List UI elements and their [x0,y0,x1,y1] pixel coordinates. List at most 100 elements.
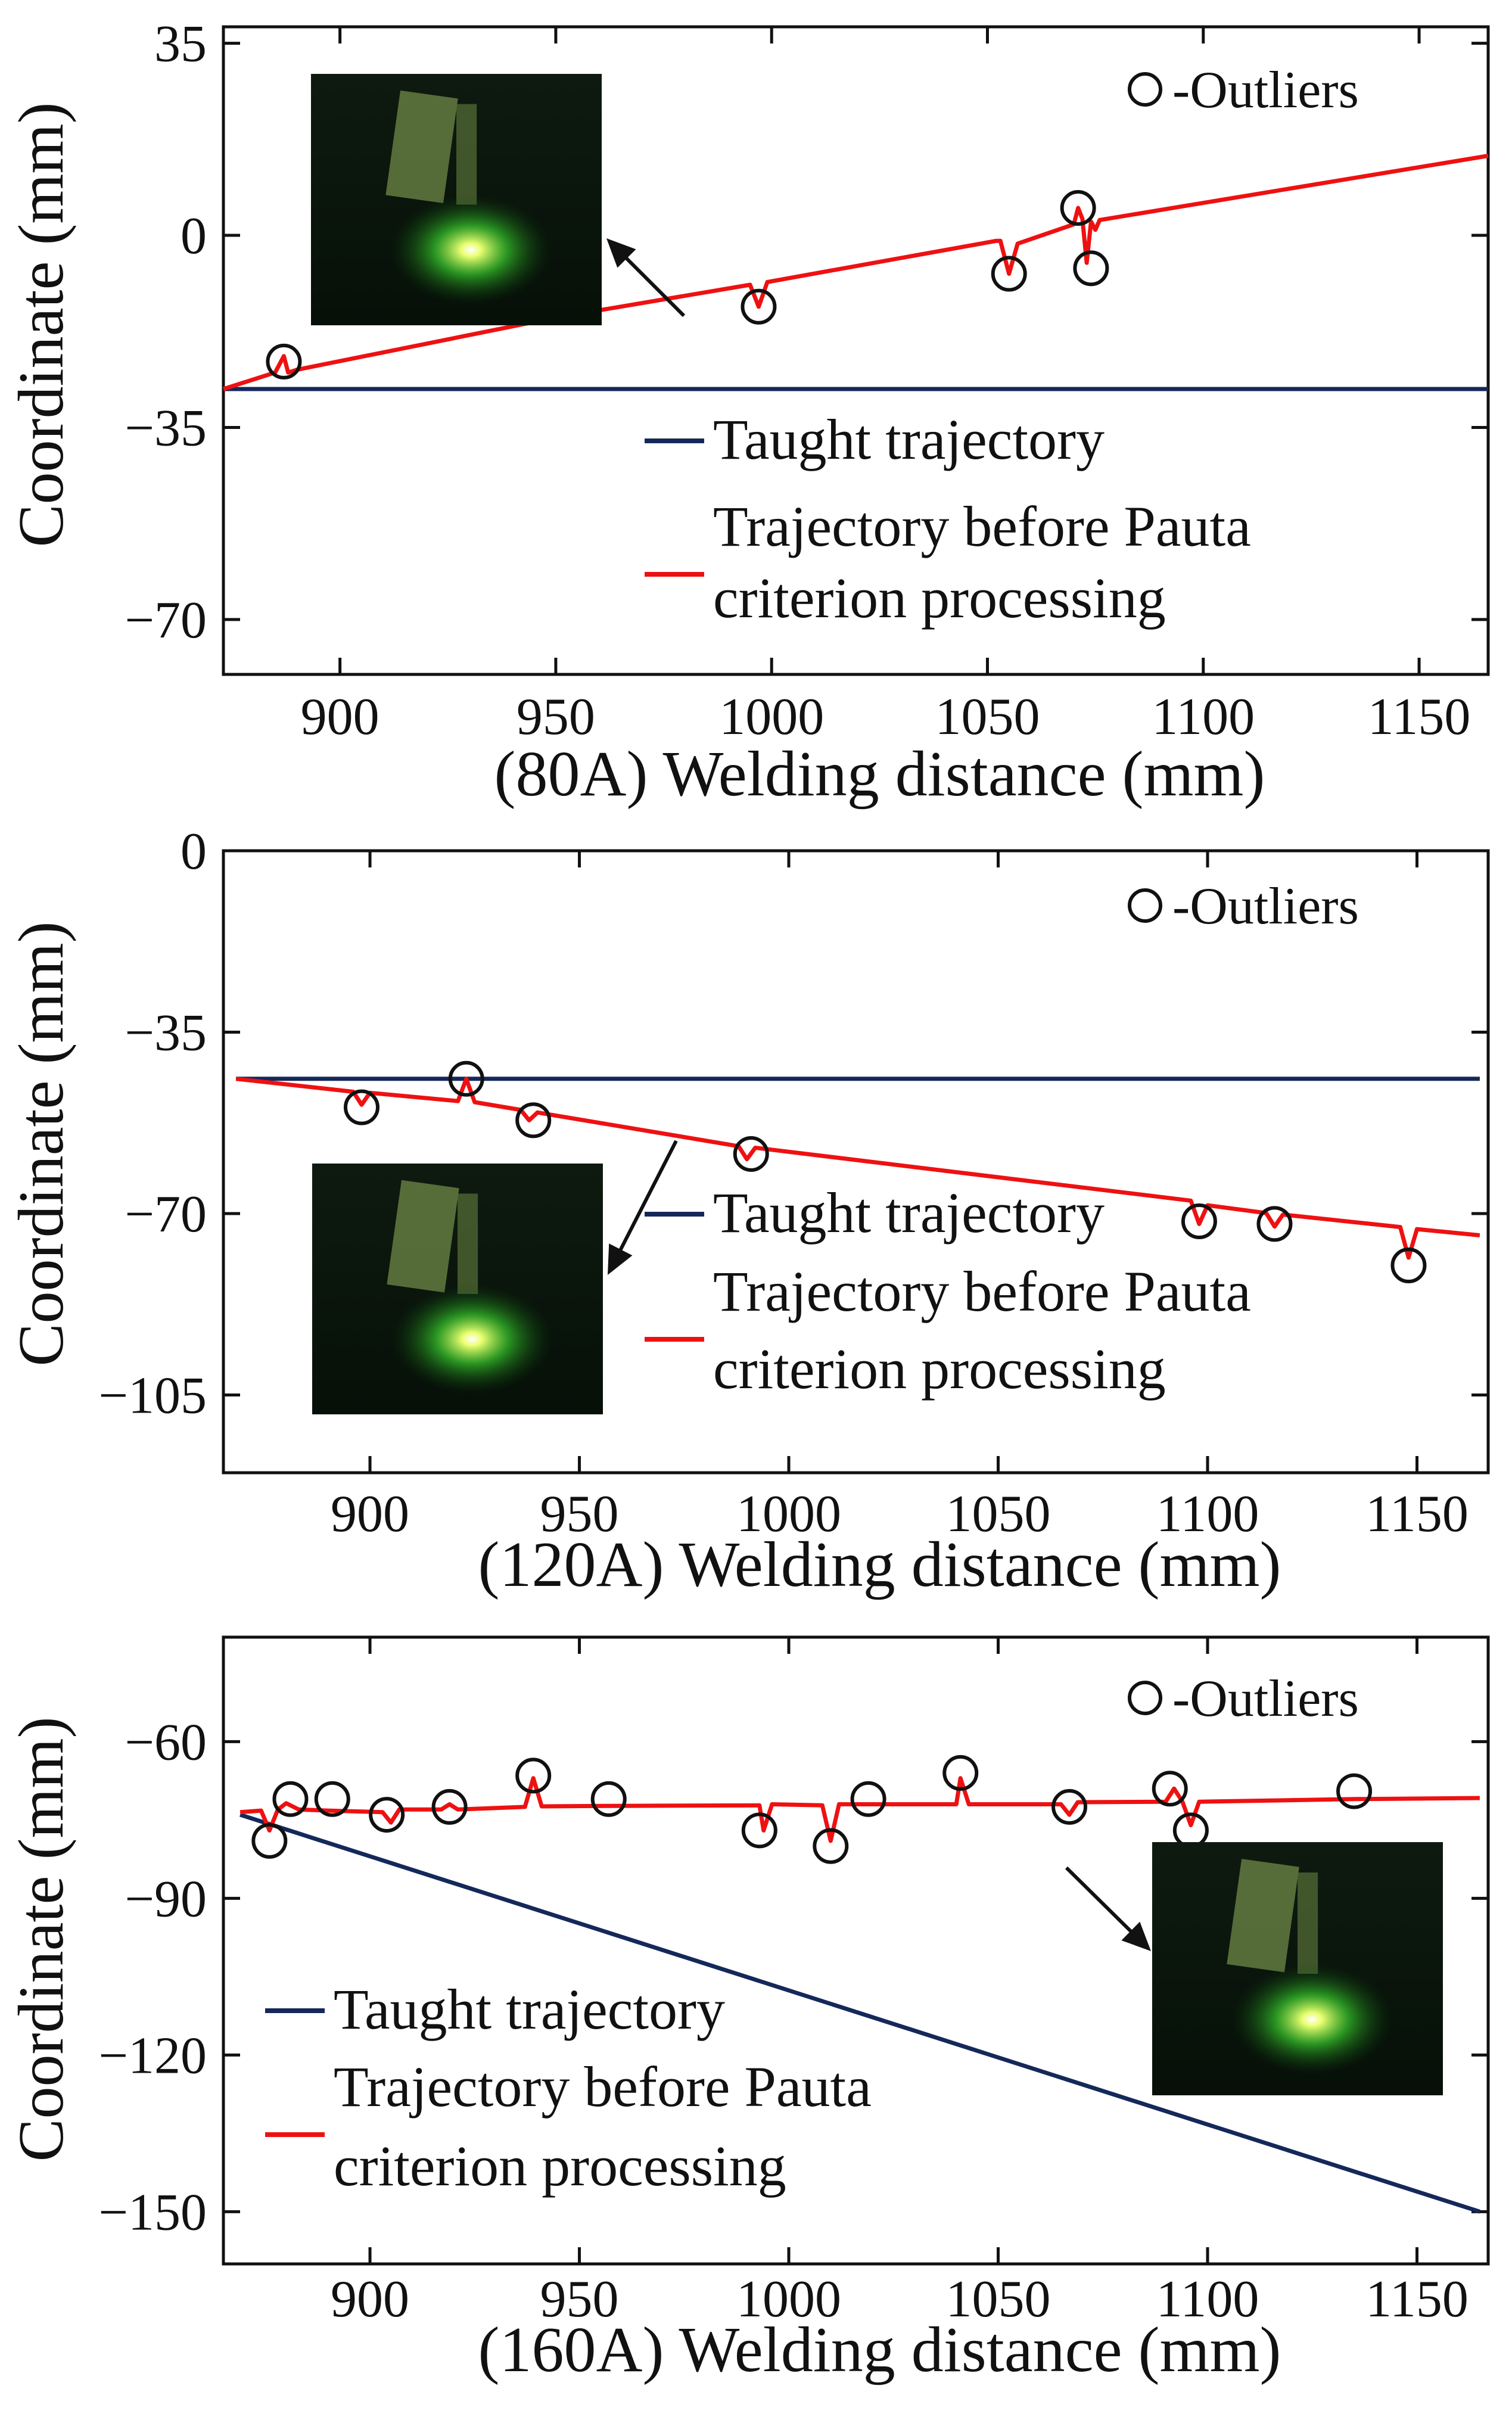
outlier-marker [590,1781,627,1817]
outlier-marker [813,1828,849,1864]
outlier-marker [343,1089,379,1125]
legend-trajectory-label-line2: criterion processing [713,566,1166,630]
welding-photo [1152,1842,1443,2095]
x-tick-label: 1050 [946,2270,1051,2328]
x-tick-label: 1050 [946,1485,1051,1543]
outlier-marker [515,1102,552,1139]
photo-arc-glow [389,194,553,306]
y-tick-label: −70 [125,592,207,649]
x-tick-label: 1100 [1156,1485,1259,1543]
x-tick-label: 1100 [1156,2270,1259,2328]
plot-frame [222,1635,1490,2266]
x-tick-label: 1150 [1365,1485,1469,1543]
x-tick-label: 1000 [736,2270,841,2328]
chart-panel-80A: 900 950 1000 1050 1100 1150 35 0 −35 −70 (80A) Wel… [6,15,1490,810]
outlier-marker [266,343,302,380]
outlier-marker [733,1136,769,1172]
photo-bracket-arm [1298,1872,1318,1974]
y-tick-label: −60 [125,1713,207,1771]
x-tick-label: 1150 [1368,688,1471,746]
legend-trajectory-label-line2: criterion processing [334,2134,786,2198]
y-tick-label: 35 [154,15,207,73]
photo-bracket-plate [1227,1859,1299,1973]
outlier-marker [272,1781,309,1817]
outlier-marker [1390,1248,1427,1283]
legend-trajectory-label: Trajectory before Pauta [713,1259,1251,1323]
outlier-marker [741,288,777,325]
chart-panel-160A: 900 950 1000 1050 1100 1150 −60 −90 −120 −150 (160… [6,1635,1490,2385]
legend-trajectory-label: Trajectory before Pauta [713,494,1251,558]
y-tick-label: −90 [125,1870,207,1928]
x-tick-label: 1100 [1152,688,1255,746]
x-axis-title: (80A) Welding distance (mm) [494,739,1265,810]
y-axis-title: Coordinate (mm) [6,102,77,548]
trajectory-line [222,154,1489,391]
photo-bracket-arm [456,104,477,205]
x-axis-title: (160A) Welding distance (mm) [478,2315,1281,2385]
photo-arrow-line [1065,1866,1140,1940]
x-tick-label: 1150 [1365,2270,1469,2328]
x-tick-label: 1000 [719,688,824,746]
plot-frame [222,25,1490,676]
y-tick-label: −105 [98,1367,207,1425]
outlier-marker [1256,1206,1293,1242]
x-tick-label: 950 [540,2270,619,2328]
photo-arrow-line [614,1140,678,1260]
outlier-marker [1051,1788,1088,1825]
x-axis-title: (120A) Welding distance (mm) [478,1529,1281,1600]
legend-outlier-marker [1128,888,1162,923]
x-tick-label: 1000 [736,1485,841,1543]
y-tick-label: −35 [125,1004,207,1062]
trajectory-line [235,1077,1480,1260]
outlier-marker [515,1758,552,1794]
outlier-marker [431,1788,468,1825]
welding-photo [311,74,602,325]
plot-frame [222,849,1490,1475]
x-tick-label: 900 [331,1485,409,1543]
outlier-marker [1336,1773,1373,1809]
chart-panel-120A: 900 950 1000 1050 1100 1150 0 −35 −70 −105 (120A) … [6,823,1490,1600]
photo-arrow-line [618,250,686,318]
legend-trajectory-label-line2: criterion processing [713,1337,1166,1401]
y-tick-label: −120 [98,2027,207,2085]
y-axis-title: Coordinate (mm) [6,922,77,1367]
legend-taught-label: Taught trajectory [713,1181,1105,1245]
photo-bracket-plate [387,1180,459,1293]
photo-arc-glow [1230,1964,1394,2075]
x-tick-label: 950 [540,1485,619,1543]
outlier-marker [1073,250,1109,287]
outlier-marker [741,1812,777,1849]
legend-outlier-marker [1128,72,1162,107]
legend-taught-label: Taught trajectory [334,1977,725,2041]
outlier-marker [448,1060,484,1097]
y-tick-label: 0 [181,823,207,881]
legend-outlier-label: -Outliers [1172,878,1359,935]
photo-bracket-arm [458,1193,478,1294]
outlier-marker [942,1755,979,1791]
trajectory-line [239,1776,1480,1843]
outlier-marker [314,1781,350,1817]
photo-bracket-plate [385,90,458,203]
welding-photo [312,1164,603,1414]
outlier-marker [369,1797,405,1833]
outlier-marker [1060,189,1096,226]
y-tick-label: −150 [98,2183,207,2241]
x-tick-label: 900 [331,2270,409,2328]
outlier-marker [1181,1203,1217,1240]
outlier-marker [850,1781,886,1817]
outlier-marker [991,256,1027,292]
taught-trajectory-line [239,1812,1481,2214]
outlier-marker [251,1822,288,1859]
photo-arrow-head [606,238,636,268]
photo-arrow-head [608,1243,633,1275]
legend-taught-label: Taught trajectory [713,408,1105,471]
x-tick-label: 900 [301,688,379,746]
x-tick-label: 1050 [935,688,1040,746]
legend-trajectory-label: Trajectory before Pauta [334,2055,872,2119]
legend-outlier-label: -Outliers [1172,61,1359,119]
outlier-marker [1152,1771,1188,1807]
photo-arc-glow [390,1284,554,1395]
y-axis-title: Coordinate (mm) [6,1717,77,2162]
